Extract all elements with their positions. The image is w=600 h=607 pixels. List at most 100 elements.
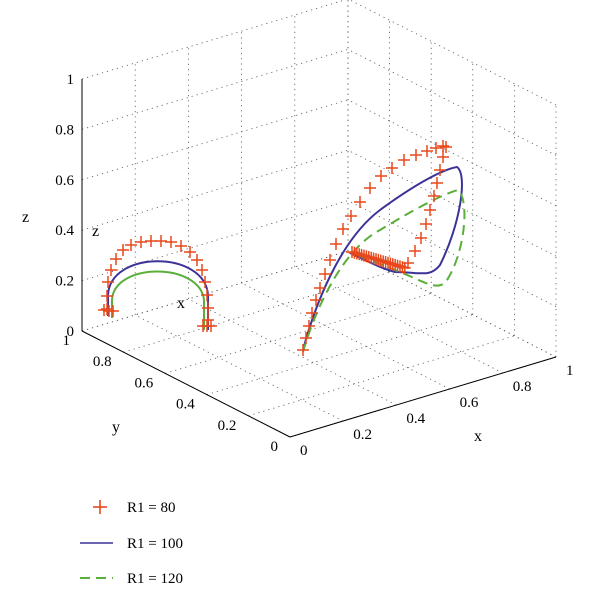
r80-marker (424, 204, 436, 216)
r80-marker (303, 320, 315, 332)
grid-line (188, 298, 397, 406)
r80-marker (297, 344, 309, 356)
r80-marker (125, 239, 137, 251)
grid-line (347, 149, 557, 257)
r80-marker (428, 190, 440, 202)
z-tick-label: 0 (67, 324, 75, 340)
r80-marker (101, 290, 113, 302)
y-axis-line (81, 330, 291, 438)
r80-marker (364, 182, 376, 194)
r80-marker (434, 164, 446, 176)
y-tick-label: 0 (271, 439, 279, 455)
r80-marker (421, 145, 433, 157)
r80-marker (314, 282, 326, 294)
legend-label-r100: R1 = 100 (127, 536, 183, 552)
z-axis-label: z (22, 209, 29, 226)
z-tick-label: 0.8 (55, 122, 74, 138)
r80-marker (437, 151, 449, 163)
loop-curve-r120 (302, 188, 466, 353)
r80-marker (98, 304, 110, 316)
z-tick-label: 0.2 (55, 274, 74, 290)
r80-marker (202, 314, 214, 326)
y-axis-label: y (112, 419, 120, 436)
legend-item-r100: R1 = 100 (80, 536, 183, 552)
series-layer (98, 140, 466, 356)
r80-marker (105, 264, 117, 276)
legend-label-r120: R1 = 120 (127, 571, 183, 587)
x-axis-label: x (474, 428, 482, 445)
r80-marker (101, 303, 113, 315)
inset-z-label: z (92, 223, 99, 240)
grid-line (81, 99, 349, 181)
r80-marker (201, 289, 213, 301)
r80-marker (319, 268, 331, 280)
x-tick-label: 1 (566, 363, 574, 379)
r80-marker (196, 264, 208, 276)
r80-marker (430, 142, 442, 154)
x-tick-label: 0.2 (353, 427, 372, 443)
r80-marker (199, 276, 211, 288)
r80-marker (398, 154, 410, 166)
r80-marker (191, 254, 203, 266)
r80-marker (117, 244, 129, 256)
grid-line (206, 314, 473, 395)
x-tick-label: 0.8 (513, 379, 532, 395)
y-tick-label: 0.8 (93, 354, 112, 370)
y-tick-label: 1 (63, 333, 71, 349)
r80-marker (415, 232, 427, 244)
grid-line (123, 271, 390, 353)
z-tick-label: 0.6 (55, 173, 74, 189)
r80-marker (386, 162, 398, 174)
legend-plus-marker (93, 500, 107, 514)
grid-line (347, 49, 557, 156)
grid-line (81, 149, 349, 231)
x-tick-label: 0.6 (460, 395, 479, 411)
grid-line (347, 99, 557, 207)
x-axis-line (289, 356, 557, 438)
r80-marker (337, 223, 349, 235)
grid-line (81, 250, 349, 332)
r80-marker (324, 254, 336, 266)
r80-marker (440, 141, 452, 153)
r80-marker (175, 240, 187, 252)
x-tick-label: 0 (300, 443, 308, 459)
z-tick-label: 1 (67, 72, 75, 88)
grid-line (81, 0, 347, 80)
r80-marker (102, 276, 114, 288)
tick-labels: 00.20.40.60.8100.20.40.60.8100.20.40.60.… (55, 72, 573, 459)
r80-marker (202, 302, 214, 314)
r80-marker (345, 210, 357, 222)
loop-curve-r100 (302, 165, 463, 351)
legend-item-r120: R1 = 120 (80, 571, 183, 587)
r80-marker (205, 320, 217, 332)
r80-marker (107, 305, 119, 317)
legend-label-r80: R1 = 80 (127, 500, 175, 516)
grid-line (135, 314, 344, 422)
y-tick-label: 0.6 (134, 375, 153, 391)
inset-curve-r100 (107, 260, 209, 330)
r80-marker (398, 261, 411, 274)
grid-line (81, 200, 349, 281)
r80-marker (310, 294, 322, 306)
r80-marker (184, 246, 196, 258)
grid-line (165, 293, 432, 374)
grid-line (241, 282, 450, 390)
z-tick-label: 0.4 (55, 223, 74, 239)
axes-box (81, 79, 557, 438)
r80-marker (410, 149, 422, 161)
r80-marker (354, 196, 366, 208)
r80-marker (110, 253, 122, 265)
grid-line (347, 200, 557, 307)
r80-marker (437, 140, 449, 152)
r80-marker (135, 236, 147, 248)
r80-marker (409, 245, 421, 257)
r80-marker (420, 218, 432, 230)
r80-marker (375, 170, 387, 182)
grid-lines (81, 0, 557, 438)
legend: R1 = 80 R1 = 100 R1 = 120 (80, 500, 183, 587)
r80-marker (306, 307, 318, 319)
r80-marker (330, 238, 342, 250)
x-tick-label: 0.4 (406, 411, 425, 427)
r80-marker (165, 236, 177, 248)
